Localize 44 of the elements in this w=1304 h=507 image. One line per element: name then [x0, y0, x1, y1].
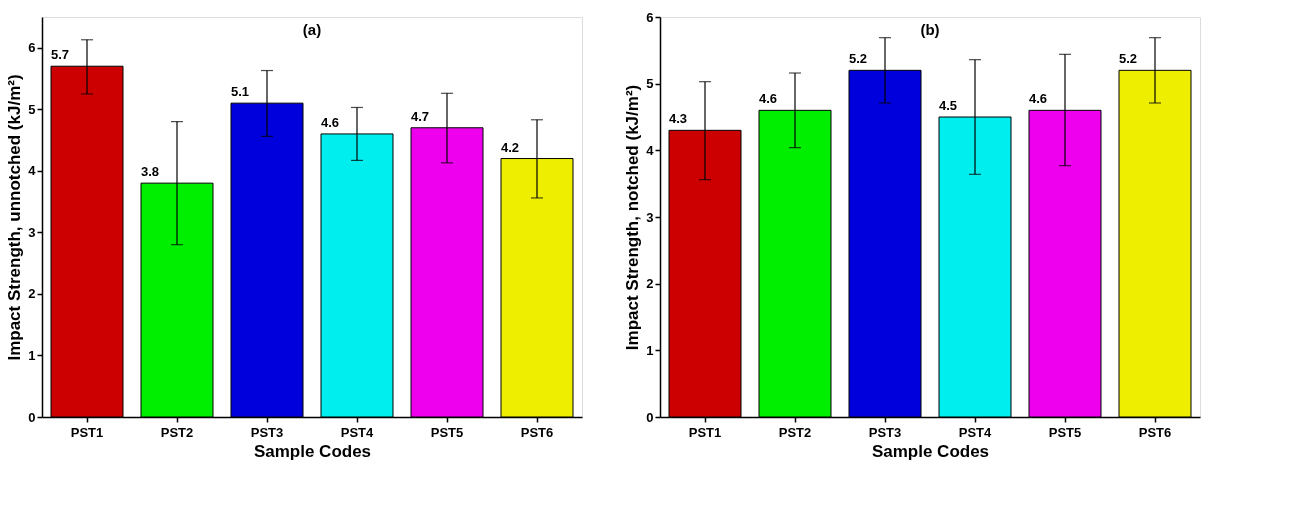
y-tick-label: 4 — [646, 142, 655, 158]
y-axis-title: Impact Strength, notched (kJ/m²) — [623, 84, 643, 351]
y-tick-label: 3 — [646, 209, 654, 225]
x-tick-label: PST4 — [340, 424, 375, 440]
data-label: 4.6 — [321, 114, 340, 130]
x-tick-label: PST2 — [778, 424, 812, 440]
y-axis-title: Impact Strength, unnotched (kJ/m²) — [5, 74, 25, 361]
chart-title: (b) — [920, 21, 940, 38]
data-label: 5.1 — [231, 84, 250, 100]
y-tick-label: 0 — [646, 409, 654, 425]
x-tick-label: PST5 — [430, 424, 464, 440]
y-tick-label: 6 — [646, 9, 654, 25]
x-tick-label: PST1 — [688, 424, 722, 440]
data-label: 4.5 — [939, 98, 958, 113]
x-tick-label: PST2 — [160, 424, 194, 440]
y-tick-label: 4 — [28, 163, 37, 179]
data-label: 5.2 — [849, 51, 868, 67]
y-tick-label: 1 — [646, 342, 654, 358]
y-tick-label: 6 — [28, 40, 36, 56]
x-tick-label: PST3 — [250, 424, 284, 440]
x-tick-label: PST5 — [1048, 424, 1082, 440]
y-tick-label: 3 — [28, 224, 36, 240]
data-label: 5.7 — [51, 47, 70, 63]
y-tick-label: 5 — [646, 76, 654, 92]
chart-title: (a) — [302, 21, 322, 38]
x-tick-label: PST4 — [958, 424, 993, 440]
data-label: 3.8 — [141, 164, 160, 180]
y-tick-label: 0 — [28, 409, 36, 425]
y-tick-label: 5 — [28, 101, 36, 117]
x-axis-title: Sample Codes — [253, 441, 372, 461]
y-tick-label: 2 — [646, 276, 654, 292]
x-tick-label: PST1 — [70, 424, 104, 440]
x-tick-label: PST3 — [868, 424, 902, 440]
x-tick-label: PST6 — [520, 424, 554, 440]
data-label: 4.6 — [1029, 91, 1048, 107]
data-label: 4.2 — [501, 139, 520, 155]
data-label: 5.2 — [1119, 51, 1138, 67]
data-label: 4.6 — [759, 91, 778, 107]
data-label: 4.3 — [669, 111, 688, 127]
y-tick-label: 2 — [28, 286, 36, 302]
y-tick-label: 1 — [28, 347, 36, 363]
data-label: 4.7 — [411, 108, 430, 124]
x-tick-label: PST6 — [1138, 424, 1172, 440]
x-axis-title: Sample Codes — [871, 441, 990, 461]
